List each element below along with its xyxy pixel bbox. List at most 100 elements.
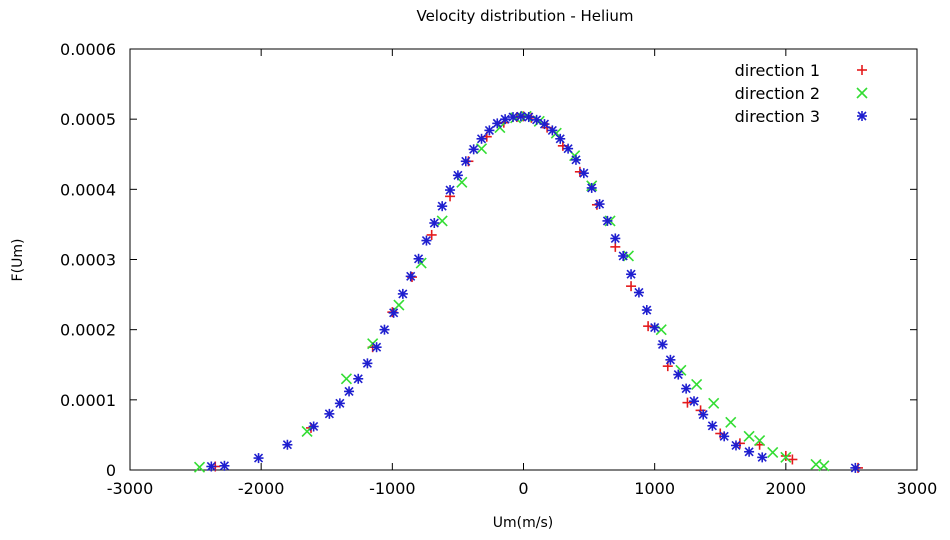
data-point — [492, 118, 503, 129]
y-axis: 0 0.0001 0.0002 0.0003 0.0004 0.0005 0.0006 — [60, 40, 917, 480]
data-point — [689, 396, 700, 407]
data-point — [594, 199, 605, 210]
data-point — [445, 185, 456, 196]
data-point — [500, 114, 511, 125]
data-point — [468, 144, 479, 155]
data-point — [681, 383, 692, 394]
series-2 — [193, 110, 830, 473]
x-tick-label: 2000 — [765, 479, 806, 498]
data-point — [730, 440, 741, 451]
data-point — [397, 288, 408, 299]
data-point — [622, 250, 634, 262]
data-point — [340, 373, 352, 385]
y-tick-label: 0.0001 — [60, 391, 116, 410]
data-point — [429, 218, 440, 229]
data-point — [682, 397, 693, 408]
y-axis-title: F(Um) — [10, 239, 26, 282]
data-point — [818, 460, 830, 472]
data-point — [353, 373, 364, 384]
data-point — [691, 378, 703, 390]
data-point — [665, 354, 676, 365]
data-point — [324, 408, 335, 419]
data-point — [643, 321, 654, 332]
data-point — [578, 168, 589, 179]
data-points — [193, 110, 863, 473]
data-point — [780, 450, 791, 461]
data-point — [707, 420, 718, 431]
data-point — [610, 233, 621, 244]
legend: direction 1 direction 2 direction 3 — [735, 61, 868, 126]
data-point — [253, 453, 264, 464]
legend-label: direction 2 — [735, 84, 820, 103]
series-3 — [206, 111, 861, 473]
data-point — [539, 119, 550, 130]
data-point — [757, 452, 768, 463]
x-tick-label: -2000 — [238, 479, 285, 498]
data-point — [743, 430, 755, 442]
x-tick-label: 0 — [518, 479, 528, 498]
data-point — [531, 114, 542, 125]
data-point — [301, 425, 313, 437]
data-point — [421, 235, 432, 246]
data-point — [452, 170, 463, 181]
data-point — [754, 434, 766, 447]
data-point — [555, 133, 566, 144]
data-point — [655, 324, 667, 336]
data-point — [657, 339, 668, 350]
data-point — [641, 305, 652, 316]
y-tick-label: 0.0003 — [60, 251, 116, 270]
legend-marker — [857, 65, 867, 75]
x-tick-label: -1000 — [369, 479, 416, 498]
data-point — [460, 156, 471, 167]
data-point — [618, 250, 629, 261]
y-tick-label: 0 — [106, 461, 116, 480]
data-point — [475, 143, 488, 155]
data-point — [610, 241, 621, 252]
data-point — [649, 322, 660, 333]
data-point — [219, 460, 230, 471]
chart-title: Velocity distribution - Helium — [416, 7, 633, 25]
data-point — [744, 446, 755, 457]
x-tick-label: 3000 — [897, 479, 938, 498]
x-axis: -3000 -2000 -1000 0 1000 2000 3000 — [107, 49, 938, 498]
data-point — [767, 446, 779, 459]
legend-marker — [857, 111, 867, 121]
data-point — [547, 125, 558, 136]
data-point — [602, 215, 613, 226]
data-point — [436, 215, 448, 227]
data-point — [371, 342, 382, 353]
data-point — [308, 421, 319, 432]
data-point — [725, 416, 737, 428]
data-point — [476, 133, 487, 144]
data-point — [780, 451, 792, 463]
data-point — [850, 462, 861, 473]
data-point — [206, 461, 217, 472]
data-point — [405, 271, 416, 282]
data-point — [282, 439, 293, 450]
data-point — [698, 409, 709, 420]
data-point — [523, 112, 534, 123]
data-point — [633, 287, 644, 298]
data-point — [388, 307, 399, 318]
x-axis-title: Um(m/s) — [493, 515, 553, 531]
data-point — [379, 324, 390, 335]
data-point — [413, 253, 424, 264]
y-tick-label: 0.0006 — [60, 40, 116, 59]
data-point — [334, 398, 345, 409]
data-point — [193, 461, 206, 473]
y-tick-label: 0.0004 — [60, 180, 116, 199]
data-point — [673, 369, 684, 380]
data-point — [586, 182, 597, 193]
data-point — [626, 281, 637, 292]
y-tick-label: 0.0005 — [60, 110, 116, 129]
data-point — [362, 358, 373, 369]
data-point — [719, 431, 730, 442]
y-tick-label: 0.0002 — [60, 321, 116, 340]
series-1 — [210, 111, 863, 473]
x-tick-label: 1000 — [634, 479, 675, 498]
data-point — [626, 269, 637, 280]
data-point — [570, 154, 581, 165]
legend-label: direction 3 — [735, 107, 820, 126]
data-point — [426, 229, 437, 240]
